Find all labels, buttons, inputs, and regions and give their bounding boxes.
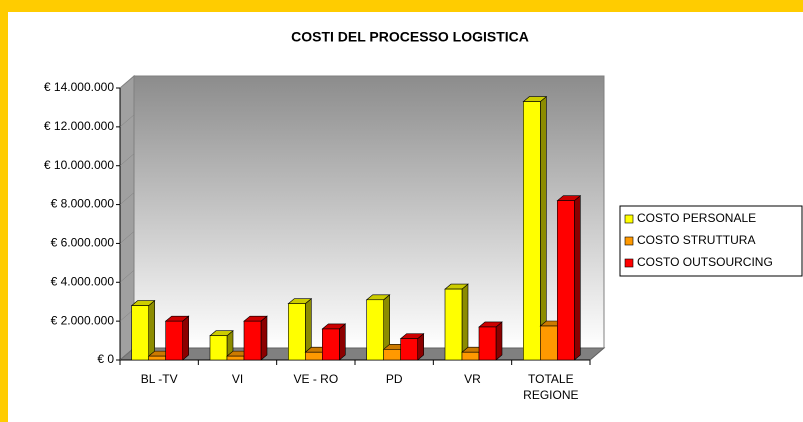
y-tick-label: € 10.000.000 <box>44 158 114 172</box>
y-tick-label: € 0 <box>97 352 114 366</box>
legend-label: COSTO STRUTTURA <box>637 233 755 247</box>
chart-frame: COSTI DEL PROCESSO LOGISTICA € 0 € 2.000.… <box>8 12 803 422</box>
legend-label: COSTO OUTSOURCING <box>637 255 773 269</box>
bar-group <box>365 294 391 361</box>
bar <box>523 101 541 361</box>
y-tick-label: € 4.000.000 <box>51 274 115 288</box>
bar <box>305 351 323 361</box>
grid-line <box>119 192 135 205</box>
bar-side <box>495 321 503 361</box>
bar-side <box>574 195 581 361</box>
x-tick-label: PD <box>386 372 403 386</box>
grid-line <box>119 153 135 166</box>
bar <box>148 355 166 361</box>
bar <box>400 338 418 361</box>
bar <box>540 325 558 361</box>
y-tick-label: € 8.000.000 <box>51 197 115 211</box>
legend-swatch <box>624 214 634 224</box>
bar-group <box>522 95 548 361</box>
bar-group <box>478 321 503 361</box>
bar-group <box>321 323 347 361</box>
legend-swatch <box>624 236 634 246</box>
bar-group <box>556 195 582 361</box>
x-tick-label: VI <box>232 372 243 386</box>
grid-line <box>119 114 135 128</box>
bar-side <box>148 299 155 361</box>
bar <box>557 200 575 361</box>
bar <box>322 328 340 361</box>
bar <box>131 305 149 361</box>
y-tick-label: € 12.000.000 <box>44 119 114 133</box>
bar-side <box>260 315 268 361</box>
bar <box>478 326 497 361</box>
legend-box <box>619 205 803 277</box>
y-tick-label: € 2.000.000 <box>51 313 115 327</box>
grid-line <box>119 270 135 283</box>
bar-side <box>339 323 346 361</box>
legend-swatch <box>624 258 634 268</box>
bar <box>209 335 228 361</box>
bar-group <box>444 283 469 361</box>
bar-side <box>540 95 547 361</box>
chart: COSTI DEL PROCESSO LOGISTICA € 0 € 2.000.… <box>44 29 803 402</box>
chart-title: COSTI DEL PROCESSO LOGISTICA <box>291 29 529 45</box>
x-tick-label: VR <box>464 372 481 386</box>
bar <box>288 303 306 361</box>
grid-line <box>119 75 135 89</box>
x-tick-label: BL -TV <box>141 372 178 386</box>
bar <box>444 288 463 361</box>
bar-group <box>130 299 156 361</box>
y-tick-label: € 6.000.000 <box>51 236 115 250</box>
y-tick-label: € 14.000.000 <box>44 80 114 94</box>
bar <box>243 320 262 361</box>
bar <box>226 355 245 361</box>
grid-line <box>119 231 135 244</box>
x-tick-label: VE - RO <box>293 372 338 386</box>
bar <box>165 320 183 361</box>
bar-group <box>164 315 190 361</box>
bar-group <box>399 332 425 361</box>
bar <box>383 349 401 361</box>
bar <box>461 351 480 361</box>
legend-label: COSTO PERSONALE <box>637 211 756 225</box>
bar <box>366 299 384 361</box>
bar-group <box>243 315 268 361</box>
bar-side <box>182 315 189 361</box>
x-tick-label: TOTALE REGIONE <box>523 372 578 402</box>
